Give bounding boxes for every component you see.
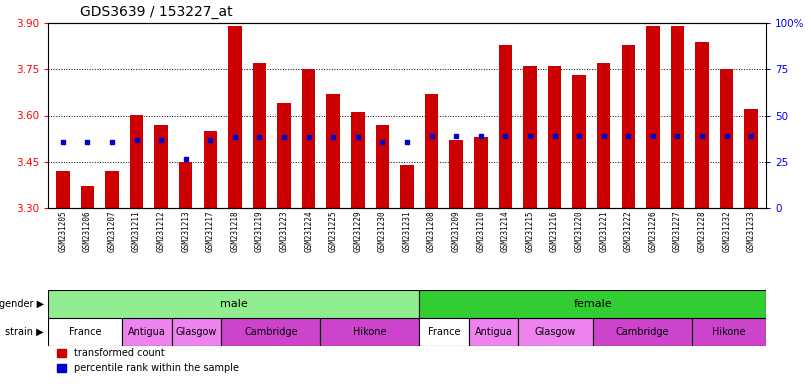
Bar <box>597 63 611 208</box>
Bar <box>48 290 419 318</box>
Bar <box>419 290 766 318</box>
Bar <box>474 137 487 208</box>
Text: GSM231208: GSM231208 <box>427 210 436 252</box>
Bar <box>593 318 692 346</box>
Text: GSM231225: GSM231225 <box>328 210 337 252</box>
Text: Glasgow: Glasgow <box>176 327 217 337</box>
Text: France: France <box>428 327 461 337</box>
Bar <box>518 318 593 346</box>
Text: GSM231216: GSM231216 <box>550 210 559 252</box>
Text: gender ▶: gender ▶ <box>0 299 44 309</box>
Text: GSM231217: GSM231217 <box>206 210 215 252</box>
Bar <box>228 26 242 208</box>
Bar <box>425 94 439 208</box>
Text: GSM231226: GSM231226 <box>648 210 658 252</box>
Bar <box>469 318 518 346</box>
Text: GSM231211: GSM231211 <box>132 210 141 252</box>
Bar <box>573 75 586 208</box>
Text: Cambridge: Cambridge <box>616 327 669 337</box>
Text: GSM231209: GSM231209 <box>452 210 461 252</box>
Text: GSM231212: GSM231212 <box>157 210 165 252</box>
Bar <box>221 318 320 346</box>
Text: GSM231205: GSM231205 <box>58 210 67 252</box>
Text: male: male <box>220 299 247 309</box>
Text: GSM231207: GSM231207 <box>107 210 117 252</box>
Text: GSM231206: GSM231206 <box>83 210 92 252</box>
Bar <box>327 94 340 208</box>
Bar <box>351 113 365 208</box>
Bar <box>130 116 144 208</box>
Text: France: France <box>69 327 101 337</box>
Text: GSM231231: GSM231231 <box>402 210 411 252</box>
Bar <box>48 318 122 346</box>
Bar <box>122 318 172 346</box>
Text: GSM231232: GSM231232 <box>722 210 732 252</box>
Bar <box>204 131 217 208</box>
Text: Glasgow: Glasgow <box>535 327 577 337</box>
Text: GSM231214: GSM231214 <box>501 210 510 252</box>
Bar <box>401 165 414 208</box>
Text: GSM231219: GSM231219 <box>255 210 264 252</box>
Bar <box>646 26 659 208</box>
Bar <box>154 125 168 208</box>
Bar <box>692 318 766 346</box>
Text: GSM231215: GSM231215 <box>526 210 534 252</box>
Text: Hikone: Hikone <box>712 327 745 337</box>
Bar <box>80 186 94 208</box>
Text: GSM231221: GSM231221 <box>599 210 608 252</box>
Text: Hikone: Hikone <box>353 327 387 337</box>
Text: GSM231220: GSM231220 <box>575 210 584 252</box>
Text: Antigua: Antigua <box>128 327 166 337</box>
Bar <box>671 26 684 208</box>
Bar <box>499 45 512 208</box>
Text: GSM231210: GSM231210 <box>476 210 485 252</box>
Text: GSM231228: GSM231228 <box>697 210 706 252</box>
Bar <box>523 66 537 208</box>
Text: GSM231224: GSM231224 <box>304 210 313 252</box>
Text: GSM231213: GSM231213 <box>181 210 191 252</box>
Bar <box>695 41 709 208</box>
Text: female: female <box>573 299 612 309</box>
Bar <box>253 63 266 208</box>
Bar <box>302 69 315 208</box>
Text: GSM231223: GSM231223 <box>280 210 289 252</box>
Text: Cambridge: Cambridge <box>244 327 298 337</box>
Bar <box>449 140 463 208</box>
Bar <box>375 125 389 208</box>
Text: GSM231218: GSM231218 <box>230 210 239 252</box>
Text: GDS3639 / 153227_at: GDS3639 / 153227_at <box>80 5 233 19</box>
Text: GSM231230: GSM231230 <box>378 210 387 252</box>
Bar <box>56 171 70 208</box>
Bar <box>720 69 733 208</box>
Text: GSM231229: GSM231229 <box>354 210 363 252</box>
Bar <box>547 66 561 208</box>
Text: GSM231227: GSM231227 <box>673 210 682 252</box>
Bar <box>744 109 758 208</box>
Bar <box>277 103 291 208</box>
Bar <box>320 318 419 346</box>
Bar <box>105 171 118 208</box>
Text: strain ▶: strain ▶ <box>6 327 44 337</box>
Bar <box>621 45 635 208</box>
Text: GSM231222: GSM231222 <box>624 210 633 252</box>
Bar <box>179 162 192 208</box>
Bar <box>172 318 221 346</box>
Bar <box>419 318 469 346</box>
Legend: transformed count, percentile rank within the sample: transformed count, percentile rank withi… <box>53 344 243 377</box>
Text: GSM231233: GSM231233 <box>747 210 756 252</box>
Text: Antigua: Antigua <box>474 327 513 337</box>
